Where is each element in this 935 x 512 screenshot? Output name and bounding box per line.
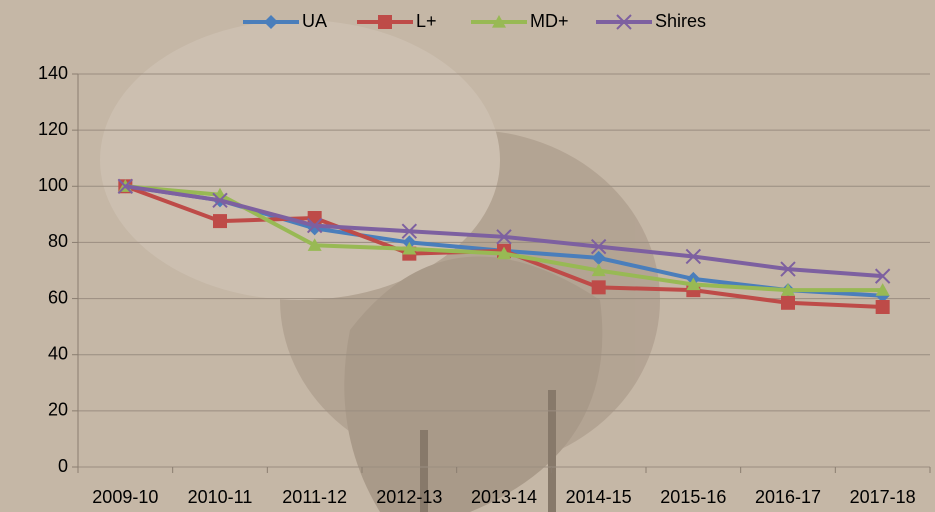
marker bbox=[496, 229, 512, 245]
marker bbox=[212, 192, 228, 209]
y-tick-label: 120 bbox=[38, 119, 68, 139]
marker bbox=[781, 295, 795, 310]
marker bbox=[591, 250, 606, 265]
x-tick-label: 2015-16 bbox=[660, 487, 726, 507]
x-tick-label: 2010-11 bbox=[188, 487, 253, 507]
x-tick-label: 2012-13 bbox=[376, 487, 442, 507]
marker bbox=[401, 223, 418, 239]
legend-label: L+ bbox=[416, 11, 437, 31]
y-tick-label: 140 bbox=[38, 63, 68, 83]
marker bbox=[402, 241, 417, 255]
marker bbox=[685, 248, 702, 265]
marker bbox=[591, 263, 606, 277]
legend-label: UA bbox=[302, 11, 327, 31]
x-tick-label: 2011-12 bbox=[282, 487, 347, 507]
y-tick-label: 40 bbox=[48, 343, 68, 363]
marker bbox=[780, 261, 796, 277]
x-tick-label: 2009-10 bbox=[92, 487, 158, 507]
marker bbox=[591, 280, 606, 295]
marker bbox=[497, 246, 511, 260]
marker bbox=[264, 15, 278, 29]
legend-label: Shires bbox=[655, 11, 706, 31]
marker bbox=[307, 238, 322, 251]
marker bbox=[686, 277, 701, 291]
marker bbox=[213, 214, 227, 229]
marker bbox=[875, 299, 890, 314]
marker bbox=[590, 238, 607, 255]
x-tick-label: 2013-14 bbox=[471, 487, 537, 507]
marker bbox=[117, 178, 134, 194]
marker bbox=[874, 268, 891, 284]
y-tick-label: 60 bbox=[48, 287, 68, 307]
y-tick-label: 0 bbox=[58, 456, 68, 476]
globe-shape bbox=[100, 20, 500, 300]
marker bbox=[378, 15, 392, 29]
heart-shape bbox=[344, 256, 603, 512]
y-tick-label: 80 bbox=[48, 231, 68, 251]
y-tick-label: 20 bbox=[48, 400, 68, 420]
y-tick-label: 100 bbox=[38, 175, 68, 195]
marker bbox=[781, 283, 795, 296]
x-tick-label: 2014-15 bbox=[566, 487, 632, 507]
marker bbox=[492, 15, 506, 28]
x-tick-label: 2016-17 bbox=[755, 487, 821, 507]
x-tick-label: 2017-18 bbox=[850, 487, 916, 507]
marker bbox=[875, 283, 890, 296]
legend-label: MD+ bbox=[530, 11, 569, 31]
marker bbox=[306, 217, 323, 234]
marker bbox=[616, 14, 632, 30]
